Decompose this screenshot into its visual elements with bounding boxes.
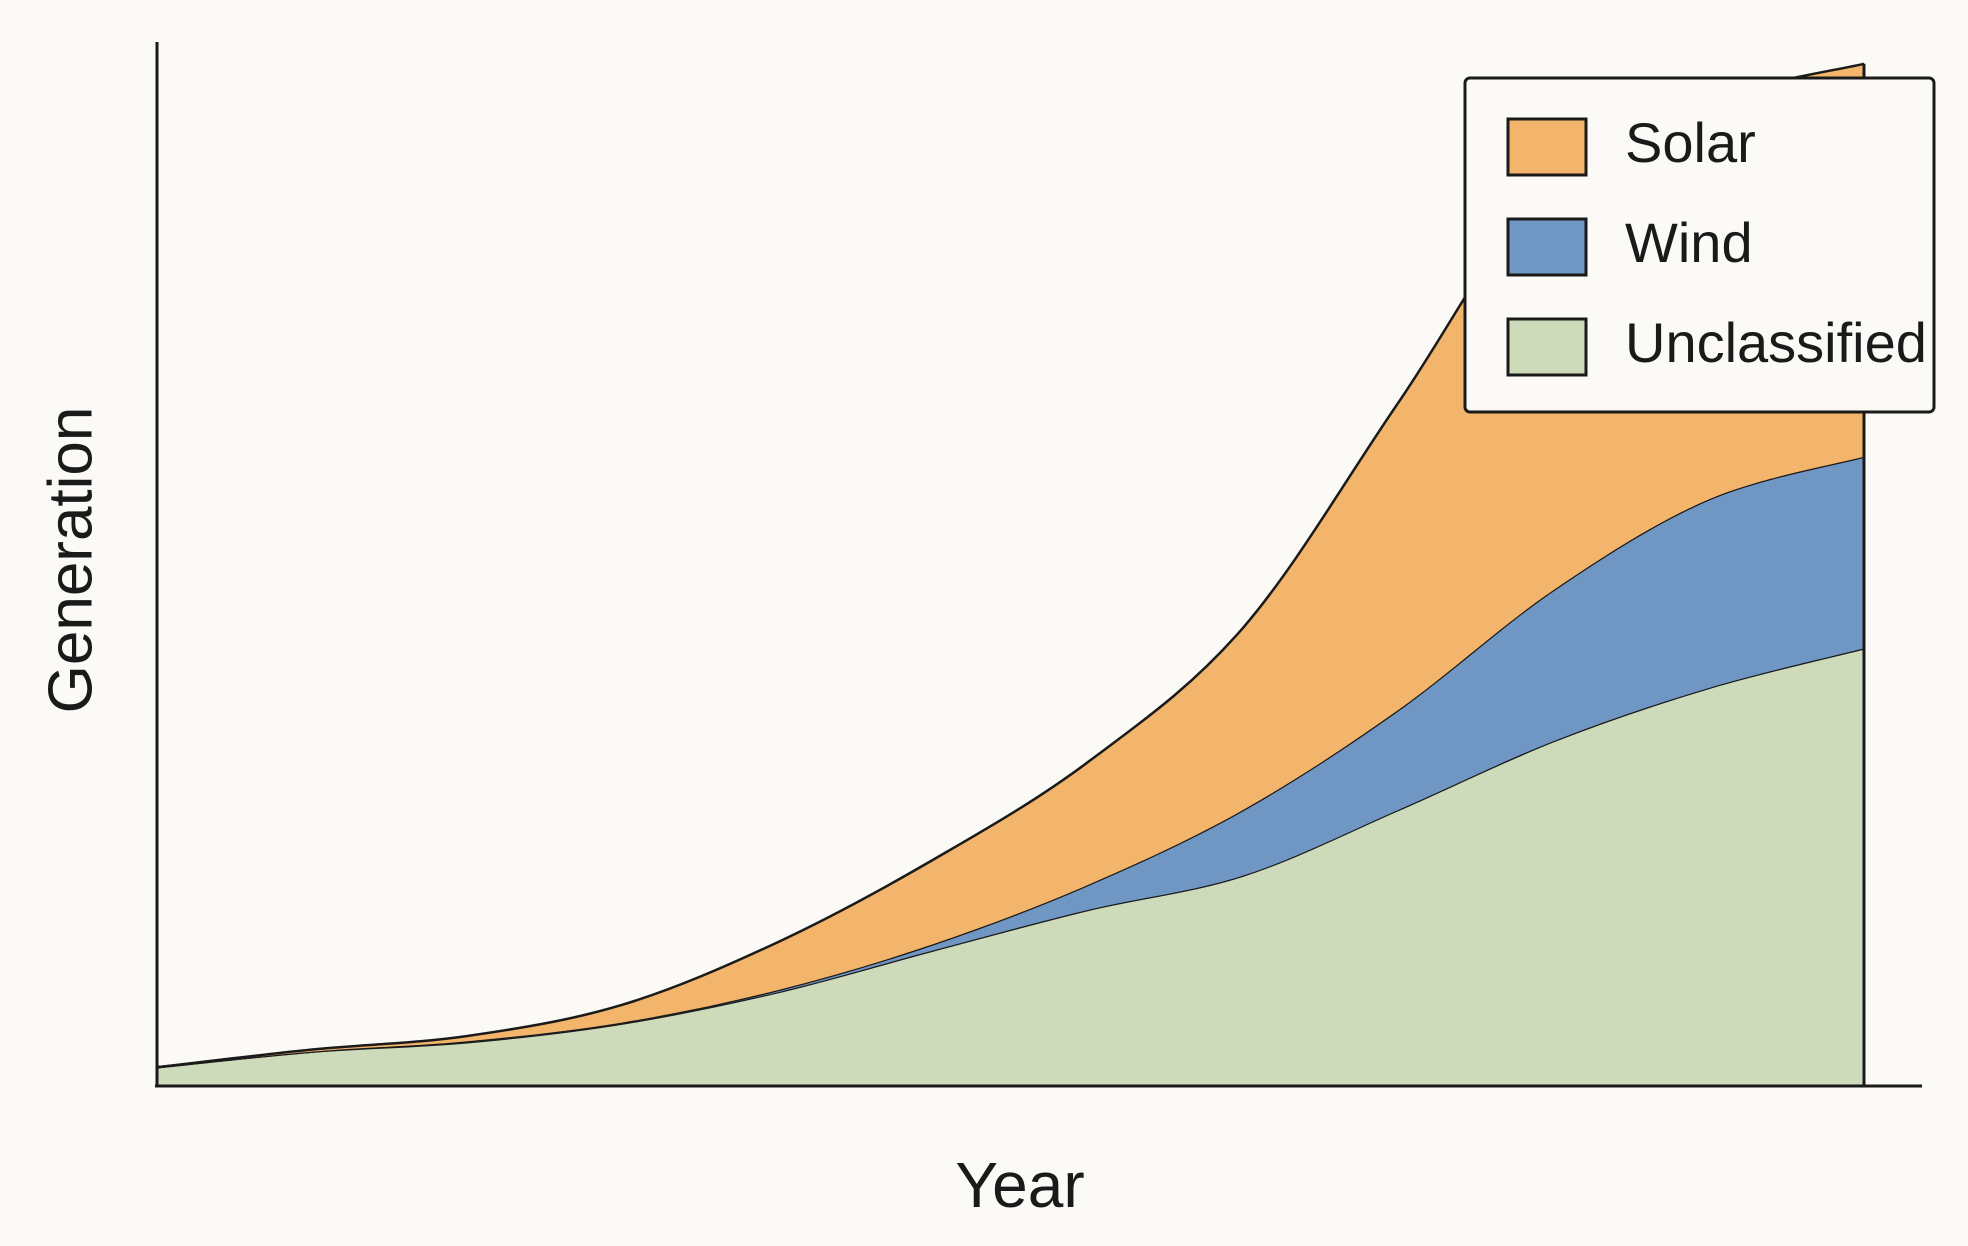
legend-swatch <box>1506 217 1588 277</box>
legend-swatch <box>1506 117 1588 177</box>
legend-label: Wind <box>1625 211 1753 274</box>
x-axis-label: Year <box>955 1149 1084 1221</box>
legend-swatch <box>1506 317 1588 377</box>
area <box>157 648 1864 1086</box>
y-axis-label: Generation <box>36 407 105 714</box>
legend: Solar Wind Unclassified <box>1463 76 1936 414</box>
area <box>157 456 1864 1068</box>
legend-label: Solar <box>1625 111 1756 174</box>
legend-label: Unclassified <box>1625 311 1927 374</box>
